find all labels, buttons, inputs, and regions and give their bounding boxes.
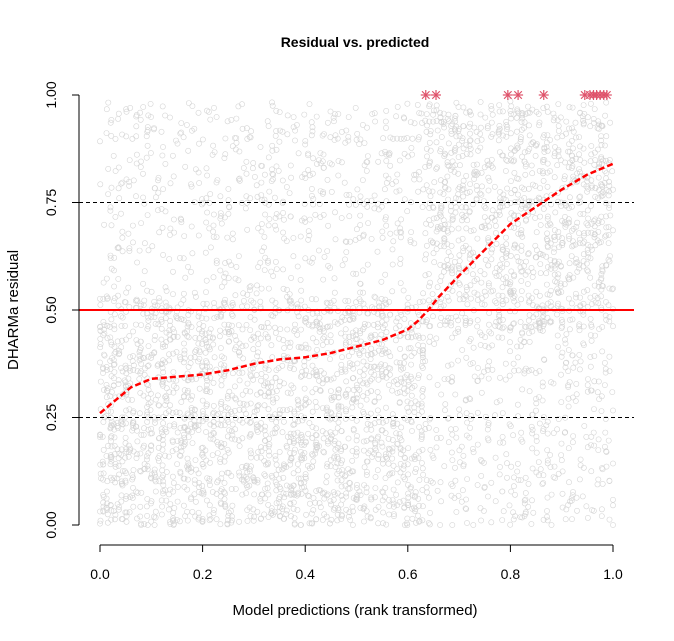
outlier-marker <box>513 90 524 100</box>
x-tick-label: 0.8 <box>501 566 521 582</box>
y-tick-label: 0.25 <box>43 404 59 431</box>
quantile-curve-layer <box>99 162 614 415</box>
x-axis-label: Model predictions (rank transformed) <box>232 602 477 619</box>
y-tick-label: 0.00 <box>43 511 59 538</box>
outlier-marker <box>420 90 431 100</box>
outlier-marker <box>502 90 513 100</box>
y-axis-label: DHARMa residual <box>5 250 22 370</box>
x-tick-label: 1.0 <box>603 566 623 582</box>
x-tick-label: 0.0 <box>90 566 110 582</box>
axes: 0.0 0.2 0.4 0.6 0.8 1.0 0.00 0.25 0.50 0.75 1.00 <box>43 81 623 582</box>
y-tick-label: 0.50 <box>43 296 59 323</box>
chart-title: Residual vs. predicted <box>281 34 430 50</box>
x-tick-label: 0.4 <box>295 566 315 582</box>
outlier-marker <box>431 90 442 100</box>
y-tick-label: 0.75 <box>43 189 59 216</box>
residual-points-cloud <box>97 98 616 528</box>
residual-points <box>97 98 616 528</box>
outlier-marker <box>601 90 612 100</box>
outlier-marker <box>538 90 549 100</box>
outlier-markers <box>420 90 612 100</box>
x-tick-label: 0.2 <box>193 566 213 582</box>
x-tick-label: 0.6 <box>398 566 418 582</box>
y-tick-label: 1.00 <box>43 81 59 108</box>
quantile-regression-curve <box>99 162 614 415</box>
